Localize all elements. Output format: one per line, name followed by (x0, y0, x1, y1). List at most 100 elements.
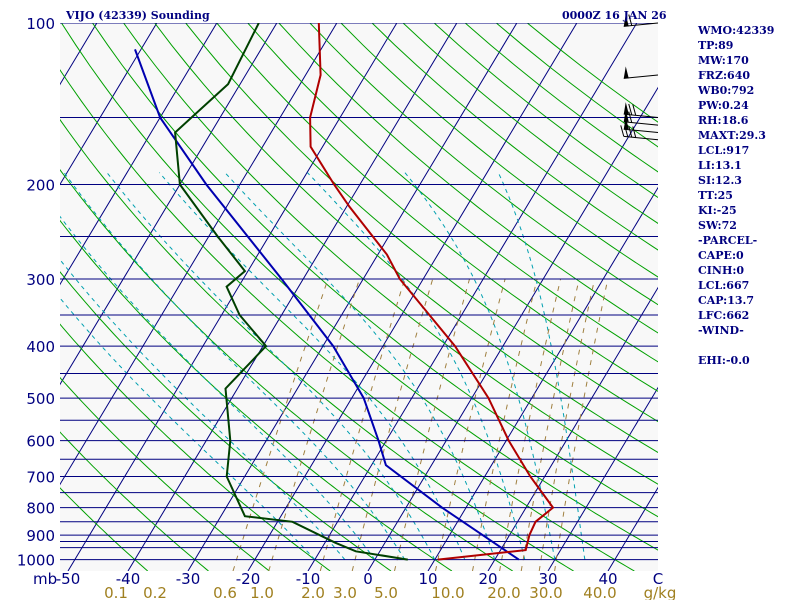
index-item: SI:12.3 (698, 174, 742, 187)
dry-adiabat (60, 271, 392, 571)
wind-barb-flag (623, 66, 629, 79)
sounding-time: 0000Z 16 JAN 26 (562, 9, 667, 22)
index-item: CAP:13.7 (698, 294, 755, 307)
wind-barb-staff (623, 74, 659, 79)
temperature-tick-label: -10 (296, 570, 321, 588)
dry-adiabat (60, 118, 574, 571)
index-item: EHI:-0.0 (698, 354, 750, 367)
moist-adiabat (224, 172, 496, 560)
pressure-tick-label: 900 (26, 527, 55, 545)
wind-barb-flag (623, 14, 629, 27)
pressure-tick-label: 300 (26, 271, 55, 289)
wind-barb-barb (628, 103, 633, 116)
index-item: CINH:0 (698, 264, 745, 277)
isotherm-line (0, 23, 37, 571)
index-item (698, 338, 774, 353)
isotherm-line (60, 23, 218, 286)
isotherm-line (427, 186, 658, 571)
mixing-ratio-tick-label: 10.0 (431, 584, 464, 600)
index-item: LI:13.1 (698, 159, 742, 172)
station-title: VIJO (42339) Sounding (66, 9, 210, 22)
mixing-ratio-tick-label: 0.1 (104, 584, 128, 600)
moist-adiabat (307, 172, 526, 560)
mixing-ratio-tick-label: 40.0 (583, 584, 616, 600)
wind-barb-barb (628, 111, 633, 123)
dry-adiabat (60, 169, 513, 571)
dry-adiabat (123, 23, 658, 485)
index-item: MAXT:29.3 (698, 129, 766, 142)
pressure-tick-label: 400 (26, 338, 55, 356)
moist-adiabat (404, 172, 556, 560)
temperature-tick-label: C (653, 570, 663, 588)
wind-barb-barb (620, 125, 625, 137)
wind-barb-barb (632, 126, 637, 138)
dry-adiabat (92, 23, 658, 518)
wind-barb-barb (628, 126, 633, 138)
mixing-ratio-line (554, 278, 609, 571)
index-item: MW:170 (698, 54, 749, 67)
index-item: PW:0.24 (698, 99, 749, 112)
dry-adiabat (60, 431, 209, 571)
index-item: TT:25 (698, 189, 733, 202)
mixing-ratio-tick-label: 3.0 (333, 584, 357, 600)
mixing-ratio-tick-label: 30.0 (529, 584, 562, 600)
isotherm-line (127, 23, 458, 571)
dry-adiabat (247, 23, 658, 363)
dry-adiabat (278, 23, 658, 334)
pressure-tick-label: 700 (26, 469, 55, 487)
wind-barb-barb (632, 104, 637, 116)
mixing-ratio-tick-label: 5.0 (374, 584, 398, 600)
temperature-tick-label: 10 (418, 570, 437, 588)
isotherm-line (187, 23, 518, 571)
temperature-tick-label: 30 (538, 570, 557, 588)
pressure-tick-label: 600 (26, 433, 55, 451)
index-item: TP:89 (698, 39, 734, 52)
index-item: WB0:792 (698, 84, 755, 97)
pressure-tick-label: 500 (26, 390, 55, 408)
isotherm-line (247, 23, 578, 571)
mixing-ratio-tick-label: 0.2 (143, 584, 167, 600)
index-item: RH:18.6 (698, 114, 749, 127)
index-item: -WIND- (698, 324, 744, 337)
pressure-unit-label: mb (33, 570, 57, 588)
mixing-ratio-tick-label: 0.6 (213, 584, 237, 600)
index-item: WMO:42339 (698, 24, 775, 37)
moist-adiabat (60, 215, 376, 560)
isotherm-line (547, 386, 658, 571)
moist-adiabat (106, 172, 436, 560)
temperature-tick-label: -30 (176, 570, 201, 588)
dry-adiabat (154, 23, 658, 454)
dry-adiabat (60, 219, 453, 571)
pressure-tick-label: 800 (26, 500, 55, 518)
index-item: FRZ:640 (698, 69, 751, 82)
dewpoint-profile-line (174, 23, 408, 561)
dry-adiabat (61, 23, 658, 551)
index-item: LCL:917 (698, 144, 750, 157)
wind-barb-flag (623, 109, 629, 122)
index-item: LFC:662 (698, 309, 750, 322)
pressure-tick-label: 1000 (17, 552, 55, 570)
index-list: WMO:42339 TP:89 MW:170 FRZ:640 WB0:792 PW:0.2… (698, 23, 774, 368)
index-item: LCL:667 (698, 279, 750, 292)
isotherm-line (60, 23, 158, 186)
index-item: KI:-25 (698, 204, 737, 217)
dry-adiabat (371, 23, 658, 251)
moist-adiabat (63, 172, 406, 560)
index-item: -PARCEL- (698, 234, 758, 247)
wind-barb-flag (623, 102, 629, 115)
mixing-ratio-line (268, 278, 360, 571)
pressure-tick-label: 100 (26, 15, 55, 33)
temperature-profile-line (309, 23, 555, 561)
mixing-ratio-tick-label: 2.0 (301, 584, 325, 600)
moist-adiabat (497, 172, 586, 560)
wind-barb-barb (628, 14, 633, 26)
temperature-tick-label: -20 (236, 570, 261, 588)
temperature-tick-label: -50 (56, 570, 81, 588)
index-item: SW:72 (698, 219, 737, 232)
mixing-ratio-tick-label: 1.0 (250, 584, 274, 600)
temperature-tick-label: 0 (363, 570, 373, 588)
temperature-tick-label: 20 (478, 570, 497, 588)
mixing-ratio-unit-label: g/kg (644, 584, 677, 600)
dry-adiabat (60, 376, 270, 571)
